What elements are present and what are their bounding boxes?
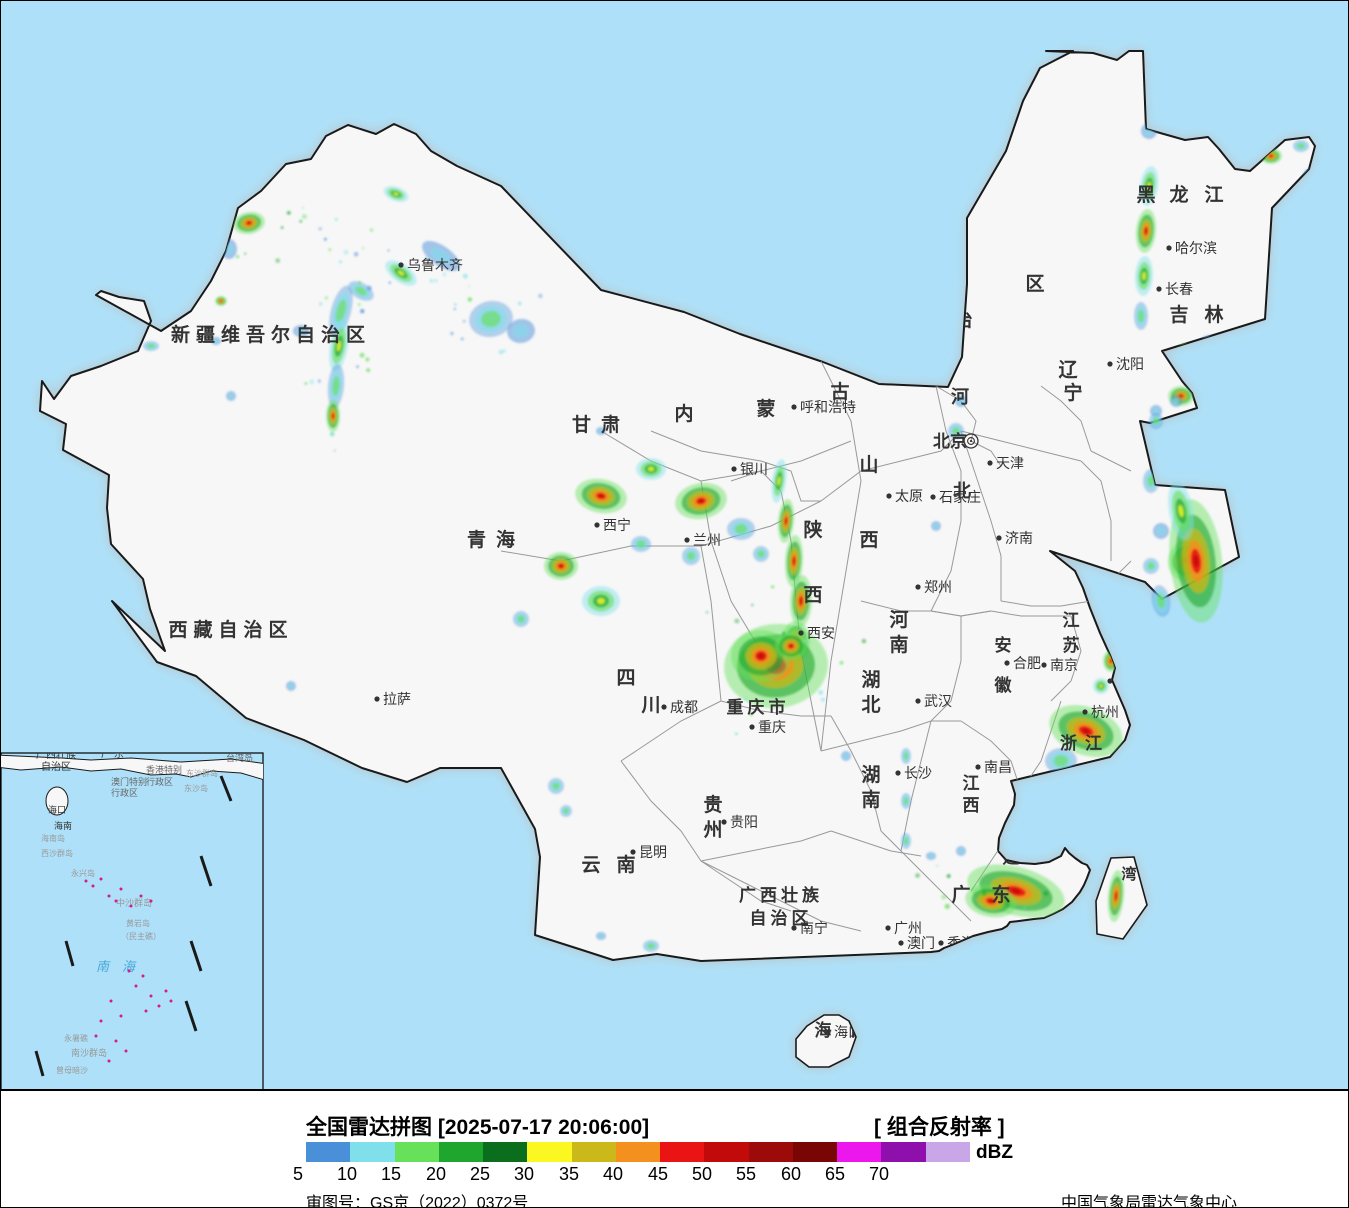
svg-text:永兴岛: 永兴岛 xyxy=(71,868,95,878)
svg-text:长春: 长春 xyxy=(1165,281,1193,297)
svg-text:兰州: 兰州 xyxy=(693,532,721,548)
svg-text:银川: 银川 xyxy=(740,461,768,477)
svg-text:沈阳: 沈阳 xyxy=(1116,356,1144,372)
svg-text:新疆维吾尔自治区: 新疆维吾尔自治区 xyxy=(171,323,371,346)
svg-text:南京: 南京 xyxy=(1050,657,1078,673)
svg-text:湾: 湾 xyxy=(1121,865,1136,883)
svg-text:苏: 苏 xyxy=(1063,635,1080,655)
svg-text:林: 林 xyxy=(1204,303,1223,326)
svg-text:曾母暗沙: 曾母暗沙 xyxy=(56,1065,88,1075)
svg-text:杭州: 杭州 xyxy=(1091,704,1119,720)
svg-text:江: 江 xyxy=(1063,611,1080,630)
svg-text:行政区: 行政区 xyxy=(111,787,138,798)
svg-text:昆明: 昆明 xyxy=(639,844,667,860)
svg-text:川: 川 xyxy=(640,695,660,716)
svg-text:太原: 太原 xyxy=(895,488,923,504)
svg-text:黄岩岛: 黄岩岛 xyxy=(126,918,150,928)
svg-text:蒙: 蒙 xyxy=(756,398,775,420)
svg-text:湖: 湖 xyxy=(861,764,880,786)
svg-text:南沙群岛: 南沙群岛 xyxy=(71,1047,107,1058)
svg-text:石家庄: 石家庄 xyxy=(939,489,981,505)
svg-text:澳门特别: 澳门特别 xyxy=(111,776,147,787)
svg-text:乌鲁木齐: 乌鲁木齐 xyxy=(407,257,463,273)
svg-text:北京: 北京 xyxy=(933,431,967,451)
svg-text:合肥: 合肥 xyxy=(1013,655,1041,671)
svg-text:浙江: 浙江 xyxy=(1060,733,1110,753)
svg-text:河: 河 xyxy=(951,387,969,407)
svg-text:台湾岛: 台湾岛 xyxy=(226,752,253,763)
svg-text:（民主礁）: （民主礁） xyxy=(121,931,161,941)
svg-text:龙: 龙 xyxy=(1169,183,1188,206)
svg-text:海南岛: 海南岛 xyxy=(41,833,65,843)
svg-text:黑: 黑 xyxy=(1136,184,1155,206)
svg-text:自治区: 自治区 xyxy=(41,760,71,773)
svg-text:南: 南 xyxy=(616,854,635,876)
svg-text:永暑礁: 永暑礁 xyxy=(64,1033,88,1043)
svg-text:河: 河 xyxy=(889,609,908,631)
svg-text:西安: 西安 xyxy=(807,625,835,641)
svg-text:海南: 海南 xyxy=(54,820,72,831)
svg-text:澳门: 澳门 xyxy=(907,935,935,951)
svg-text:行政区: 行政区 xyxy=(146,776,173,787)
svg-text:西: 西 xyxy=(859,530,878,551)
svg-text:徽: 徽 xyxy=(994,675,1013,695)
svg-text:天津: 天津 xyxy=(996,455,1024,471)
svg-text:济南: 济南 xyxy=(1005,530,1033,546)
svg-text:陕: 陕 xyxy=(803,518,822,541)
svg-text:重庆市: 重庆市 xyxy=(727,697,790,717)
svg-text:西: 西 xyxy=(963,796,980,815)
svg-text:云: 云 xyxy=(581,855,600,876)
svg-text:贵阳: 贵阳 xyxy=(730,814,758,830)
svg-text:西藏自治区: 西藏自治区 xyxy=(168,618,293,641)
svg-text:香港特别: 香港特别 xyxy=(146,764,182,775)
svg-text:南: 南 xyxy=(861,789,880,811)
svg-text:甘肃: 甘肃 xyxy=(572,413,630,436)
svg-text:郑州: 郑州 xyxy=(924,579,952,595)
svg-text:青海: 青海 xyxy=(467,528,525,551)
svg-text:海口: 海口 xyxy=(48,804,66,815)
svg-text:湖: 湖 xyxy=(861,669,880,691)
svg-text:宁: 宁 xyxy=(1063,381,1082,404)
svg-text:呼和浩特: 呼和浩特 xyxy=(800,399,856,415)
svg-text:江: 江 xyxy=(1204,184,1223,206)
svg-text:东沙岛: 东沙岛 xyxy=(184,783,208,793)
svg-text:区: 区 xyxy=(1025,274,1044,295)
svg-text:广: 广 xyxy=(951,883,970,906)
svg-text:山: 山 xyxy=(859,454,878,476)
svg-text:西宁: 西宁 xyxy=(603,517,631,533)
svg-text:吉: 吉 xyxy=(1169,303,1188,326)
svg-text:四: 四 xyxy=(616,668,635,689)
svg-text:广州: 广州 xyxy=(894,920,922,936)
svg-text:西: 西 xyxy=(803,585,822,606)
svg-text:中沙群岛: 中沙群岛 xyxy=(116,897,152,908)
svg-text:东沙群岛: 东沙群岛 xyxy=(186,768,218,778)
svg-text:南昌: 南昌 xyxy=(984,759,1012,775)
svg-text:成都: 成都 xyxy=(670,699,698,715)
svg-text:南宁: 南宁 xyxy=(800,920,828,936)
svg-text:武汉: 武汉 xyxy=(924,693,952,709)
svg-text:南 海: 南 海 xyxy=(96,959,137,974)
svg-text:州: 州 xyxy=(703,819,722,841)
svg-text:拉萨: 拉萨 xyxy=(383,691,411,707)
svg-text:东: 东 xyxy=(991,883,1010,906)
svg-text:广西壮族: 广西壮族 xyxy=(739,885,823,905)
svg-text:辽: 辽 xyxy=(1058,359,1077,381)
svg-text:长沙: 长沙 xyxy=(904,765,932,781)
svg-text:重庆: 重庆 xyxy=(758,719,786,735)
svg-text:安: 安 xyxy=(995,635,1012,655)
svg-text:内: 内 xyxy=(674,402,693,425)
svg-text:哈尔滨: 哈尔滨 xyxy=(1175,240,1217,256)
svg-text:贵: 贵 xyxy=(703,794,722,816)
svg-text:西沙群岛: 西沙群岛 xyxy=(41,848,73,858)
svg-text:南: 南 xyxy=(889,634,908,656)
svg-text:北: 北 xyxy=(861,694,880,716)
svg-text:江: 江 xyxy=(963,774,980,793)
